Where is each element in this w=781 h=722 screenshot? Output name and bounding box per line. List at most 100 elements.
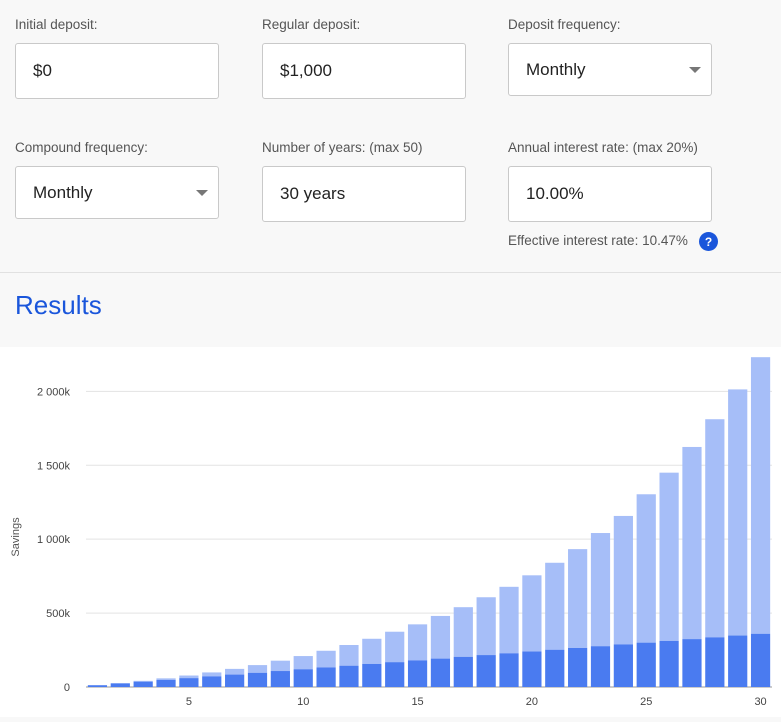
- bar-interest[interactable]: [728, 389, 747, 635]
- bar-principal[interactable]: [271, 671, 290, 687]
- deposit-frequency-field: Deposit frequency: Monthly: [508, 17, 712, 99]
- y-axis-label: Savings: [10, 517, 22, 557]
- bar-interest[interactable]: [156, 678, 175, 680]
- bar-interest[interactable]: [522, 575, 541, 651]
- bar-principal[interactable]: [637, 643, 656, 687]
- initial-deposit-label: Initial deposit:: [15, 17, 98, 32]
- interest-rate-field: Annual interest rate: (max 20%) 10.00%: [508, 140, 712, 222]
- bar-principal[interactable]: [499, 653, 518, 687]
- bar-interest[interactable]: [431, 616, 450, 659]
- x-tick-label: 15: [411, 696, 423, 708]
- bar-interest[interactable]: [385, 632, 404, 662]
- compound-frequency-label: Compound frequency:: [15, 140, 148, 155]
- y-tick-label: 500k: [46, 608, 70, 620]
- bar-interest[interactable]: [408, 624, 427, 660]
- initial-deposit-value: $0: [33, 61, 52, 81]
- bar-interest[interactable]: [591, 533, 610, 646]
- regular-deposit-label: Regular deposit:: [262, 17, 360, 32]
- bar-principal[interactable]: [545, 650, 564, 687]
- bar-principal[interactable]: [431, 659, 450, 687]
- bar-interest[interactable]: [134, 681, 153, 682]
- interest-rate-input[interactable]: 10.00%: [508, 166, 712, 222]
- x-tick-label: 20: [526, 696, 538, 708]
- compound-frequency-select[interactable]: Monthly: [15, 166, 219, 219]
- bar-interest[interactable]: [659, 473, 678, 641]
- regular-deposit-value: $1,000: [280, 61, 332, 81]
- bar-principal[interactable]: [362, 664, 381, 687]
- years-field: Number of years: (max 50) 30 years: [262, 140, 466, 222]
- bar-interest[interactable]: [614, 516, 633, 644]
- interest-rate-value: 10.00%: [526, 184, 584, 204]
- x-tick-label: 30: [754, 696, 766, 708]
- bar-principal[interactable]: [248, 673, 267, 687]
- initial-deposit-input[interactable]: $0: [15, 43, 219, 99]
- bar-principal[interactable]: [591, 646, 610, 687]
- deposit-frequency-value: Monthly: [526, 60, 586, 80]
- bar-principal[interactable]: [477, 655, 496, 687]
- bar-principal[interactable]: [179, 678, 198, 687]
- bar-interest[interactable]: [225, 669, 244, 675]
- bar-interest[interactable]: [362, 639, 381, 664]
- help-icon[interactable]: ?: [699, 232, 718, 251]
- bar-principal[interactable]: [454, 657, 473, 687]
- bar-interest[interactable]: [751, 357, 770, 634]
- years-input[interactable]: 30 years: [262, 166, 466, 222]
- bar-interest[interactable]: [705, 419, 724, 637]
- regular-deposit-input[interactable]: $1,000: [262, 43, 466, 99]
- interest-rate-label: Annual interest rate: (max 20%): [508, 140, 698, 155]
- chevron-down-icon: [689, 67, 701, 73]
- x-tick-label: 25: [640, 696, 652, 708]
- bar-principal[interactable]: [202, 676, 221, 687]
- bar-interest[interactable]: [477, 597, 496, 655]
- bar-interest[interactable]: [271, 661, 290, 671]
- bar-principal[interactable]: [705, 637, 724, 687]
- bar-principal[interactable]: [568, 648, 587, 687]
- x-tick-label: 10: [297, 696, 309, 708]
- y-tick-label: 1 000k: [37, 534, 71, 546]
- bar-principal[interactable]: [225, 675, 244, 687]
- compound-frequency-value: Monthly: [33, 183, 93, 203]
- bar-principal[interactable]: [682, 639, 701, 687]
- bar-interest[interactable]: [202, 672, 221, 676]
- bar-principal[interactable]: [659, 641, 678, 687]
- calculator-form: Initial deposit: $0 Regular deposit: $1,…: [0, 0, 781, 272]
- bar-principal[interactable]: [339, 666, 358, 687]
- bar-interest[interactable]: [316, 651, 335, 668]
- bar-interest[interactable]: [339, 645, 358, 666]
- bar-principal[interactable]: [614, 644, 633, 687]
- bar-principal[interactable]: [385, 662, 404, 687]
- bar-principal[interactable]: [88, 685, 107, 687]
- y-tick-label: 2 000k: [37, 386, 71, 398]
- effective-interest-rate: Effective interest rate: 10.47%: [508, 233, 688, 248]
- bar-principal[interactable]: [134, 682, 153, 687]
- bar-interest[interactable]: [179, 676, 198, 679]
- bar-principal[interactable]: [751, 634, 770, 687]
- bar-interest[interactable]: [248, 665, 267, 673]
- bar-principal[interactable]: [294, 669, 313, 687]
- bar-principal[interactable]: [111, 683, 130, 687]
- results-title: Results: [15, 290, 102, 321]
- initial-deposit-field: Initial deposit: $0: [15, 17, 219, 99]
- bar-interest[interactable]: [682, 447, 701, 639]
- bar-principal[interactable]: [316, 667, 335, 687]
- results-header: [0, 273, 781, 347]
- bar-interest[interactable]: [568, 549, 587, 648]
- bar-principal[interactable]: [156, 680, 175, 687]
- y-tick-label: 1 500k: [37, 460, 71, 472]
- deposit-frequency-select[interactable]: Monthly: [508, 43, 712, 96]
- regular-deposit-field: Regular deposit: $1,000: [262, 17, 466, 99]
- compound-frequency-field: Compound frequency: Monthly: [15, 140, 219, 222]
- bar-interest[interactable]: [454, 607, 473, 657]
- chevron-down-icon: [196, 190, 208, 196]
- bar-interest[interactable]: [637, 494, 656, 642]
- bar-principal[interactable]: [728, 636, 747, 687]
- bar-principal[interactable]: [522, 652, 541, 687]
- bar-interest[interactable]: [545, 563, 564, 650]
- bar-principal[interactable]: [408, 660, 427, 687]
- years-label: Number of years: (max 50): [262, 140, 423, 155]
- bar-interest[interactable]: [294, 656, 313, 669]
- x-tick-label: 5: [186, 696, 192, 708]
- bar-interest[interactable]: [499, 587, 518, 653]
